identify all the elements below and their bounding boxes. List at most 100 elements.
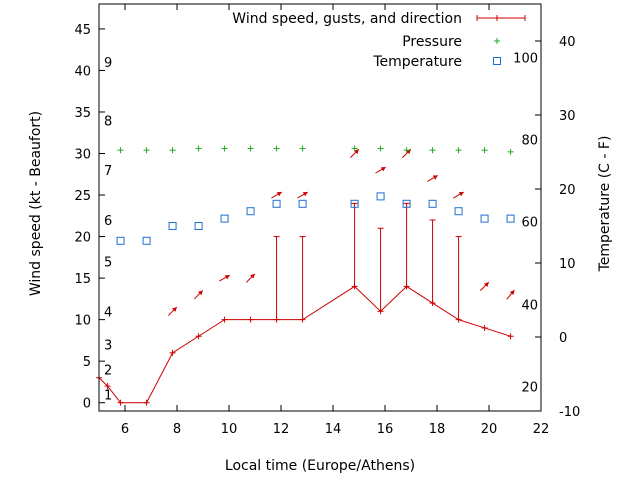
fahrenheit-labels: 20 40 60 80 100	[513, 51, 538, 395]
wind-speed-point	[195, 333, 202, 340]
y-tick-label-left: 45	[74, 23, 91, 38]
y-tick-label-right: 0	[559, 331, 567, 346]
temperature-point	[480, 214, 489, 223]
wind-speed-point	[273, 316, 280, 323]
wind-direction-arrow	[167, 306, 178, 316]
wind-speed-point	[455, 316, 462, 323]
wind-direction-arrow	[271, 191, 283, 199]
beaufort-label: 1	[104, 388, 112, 403]
temperature-point	[402, 199, 411, 208]
pressure-point	[507, 148, 514, 155]
wind-speed-point	[481, 324, 488, 331]
wind-speed-point	[507, 333, 514, 340]
fahrenheit-label: 20	[521, 381, 538, 396]
temperature-point	[350, 199, 359, 208]
arrow-head	[198, 290, 203, 296]
pressure-point	[429, 147, 436, 154]
beaufort-labels: 1 2 3 4 5 6 7 8 9	[104, 56, 112, 403]
wind-direction-arrow	[193, 290, 204, 300]
legend: Wind speed, gusts, and direction Pressur…	[232, 11, 526, 70]
wind-direction-arrow	[349, 148, 360, 159]
beaufort-label: 2	[104, 363, 112, 378]
y-tick-label-right: 30	[559, 109, 576, 124]
arrow-head	[172, 307, 177, 312]
arrow-head	[380, 167, 386, 172]
wind-speed-point	[143, 399, 150, 406]
beaufort-label: 6	[104, 214, 112, 229]
fahrenheit-label: 100	[513, 51, 538, 66]
y-tick-label-right: 20	[559, 183, 576, 198]
x-tick-label: 12	[273, 422, 290, 437]
temperature-point	[506, 214, 515, 223]
wind-direction-arrow	[479, 281, 490, 292]
wind-speed-point	[169, 349, 176, 356]
temperature-series	[116, 192, 515, 245]
y-tick-label-left: 15	[74, 272, 91, 287]
wind-speed-point	[429, 300, 436, 307]
wind-direction-arrow	[427, 174, 439, 182]
temperature-point	[246, 207, 255, 216]
legend-label-temperature: Temperature	[372, 54, 462, 70]
beaufort-label: 4	[104, 305, 112, 320]
fahrenheit-label: 60	[521, 216, 538, 231]
wind-speed-point	[403, 283, 410, 290]
beaufort-label: 3	[104, 339, 112, 354]
y-tick-label-left: 20	[74, 231, 91, 246]
y-tick-label-left: 5	[83, 355, 91, 370]
wind-direction-arrow	[453, 191, 465, 199]
wind-series	[96, 283, 514, 406]
pressure-point	[195, 145, 202, 152]
wind-speed-point	[351, 283, 358, 290]
pressure-point	[221, 145, 228, 152]
legend-sample-marker	[494, 15, 500, 21]
pressure-point	[247, 145, 254, 152]
pressure-point	[377, 145, 384, 152]
wind-direction-arrow	[297, 191, 309, 199]
wind-speed-point	[247, 316, 254, 323]
x-tick-label: 22	[533, 422, 550, 437]
fahrenheit-label: 40	[521, 298, 538, 313]
x-axis-title: Local time (Europe/Athens)	[225, 458, 415, 474]
wind-speed-point	[377, 308, 384, 315]
arrow-head	[276, 192, 282, 197]
wind-direction-arrows	[167, 148, 515, 316]
y-tick-label-right: -10	[559, 405, 580, 420]
pressure-point	[351, 145, 358, 152]
arrow-head	[458, 192, 464, 197]
arrow-head	[484, 282, 489, 287]
pressure-point	[117, 147, 124, 154]
y-axis-title-left: Wind speed (kt - Beaufort)	[28, 111, 44, 296]
x-tick-label: 10	[221, 422, 238, 437]
temperature-point	[168, 222, 177, 230]
wind-speed-point	[299, 316, 306, 323]
temperature-point	[298, 199, 307, 208]
x-tick-label: 6	[121, 422, 129, 437]
y-axis-title-right: Temperature (C - F)	[597, 136, 613, 273]
wind-direction-arrow	[219, 274, 231, 282]
pressure-point	[403, 147, 410, 154]
x-tick-label: 20	[481, 422, 498, 437]
gust-lines	[273, 202, 462, 320]
x-tick-label: 14	[325, 422, 342, 437]
y-tick-label-right: 40	[559, 35, 576, 50]
beaufort-label: 9	[104, 56, 112, 71]
arrow-head	[354, 149, 359, 155]
pressure-point	[299, 145, 306, 152]
temperature-point	[194, 222, 203, 230]
y-tick-label-left: 40	[74, 64, 91, 79]
arrow-head	[250, 273, 255, 279]
temperature-point	[142, 236, 151, 245]
pressure-point	[169, 147, 176, 154]
fahrenheit-label: 80	[521, 133, 538, 148]
arrow-head	[432, 175, 438, 180]
x-tick-label: 16	[377, 422, 394, 437]
y-tick-label-left: 0	[83, 397, 91, 412]
wind-speed-point	[104, 383, 111, 390]
plot-frame	[98, 3, 542, 412]
beaufort-label: 7	[104, 164, 112, 179]
arrow-head	[224, 275, 230, 280]
wind-speed-point	[117, 399, 124, 406]
y-tick-label-left: 10	[74, 314, 91, 329]
